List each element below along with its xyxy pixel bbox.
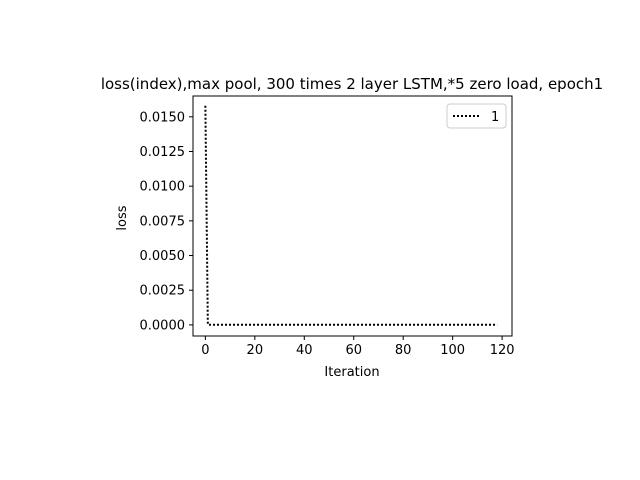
- y-tick-label: 0.0125: [140, 145, 186, 160]
- x-axis-ticks: 0 20 40 60 80 100 120: [201, 336, 515, 358]
- y-tick-label: 0.0150: [140, 110, 186, 125]
- x-tick-label: 40: [296, 343, 313, 358]
- x-tick-label: 120: [490, 343, 515, 358]
- legend-label: 1: [491, 110, 499, 125]
- legend: 1: [446, 103, 507, 129]
- plot-area: [192, 95, 513, 337]
- y-tick-label: 0.0000: [140, 318, 186, 333]
- y-tick-label: 0.0100: [140, 180, 186, 195]
- x-tick-label: 20: [247, 343, 264, 358]
- legend-box: [446, 103, 507, 129]
- y-axis-ticks: 0.0000 0.0025 0.0050 0.0075 0.0100 0.0125 0.01…: [140, 110, 193, 333]
- x-tick-label: 0: [201, 343, 209, 358]
- x-tick-label: 100: [440, 343, 465, 358]
- x-axis-label: Iteration: [324, 365, 379, 380]
- chart-title: loss(index),max pool, 300 times 2 layer …: [101, 75, 603, 93]
- y-tick-label: 0.0025: [140, 284, 186, 299]
- y-tick-label: 0.0075: [140, 214, 186, 229]
- plot-frame: [192, 95, 513, 337]
- x-tick-label: 80: [395, 343, 412, 358]
- y-axis-label: loss: [115, 205, 130, 230]
- x-tick-label: 60: [345, 343, 362, 358]
- y-tick-label: 0.0050: [140, 249, 186, 264]
